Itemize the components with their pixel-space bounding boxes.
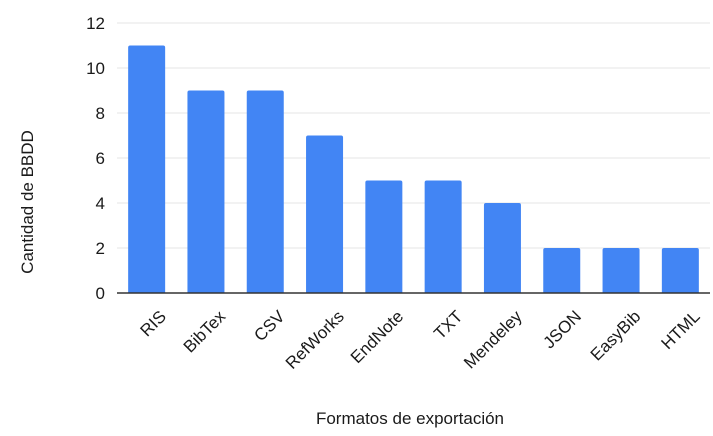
y-tick-label: 4 bbox=[96, 194, 105, 213]
bar-txt bbox=[424, 180, 462, 293]
y-tick-label: 2 bbox=[96, 239, 105, 258]
bar-json bbox=[543, 248, 581, 293]
bar-csv bbox=[246, 90, 284, 293]
x-tick-label: BibTex bbox=[180, 307, 230, 357]
x-tick-label: EasyBib bbox=[587, 307, 645, 365]
bar-endnote bbox=[365, 180, 403, 293]
y-tick-label: 8 bbox=[96, 104, 105, 123]
bar-bibtex bbox=[187, 90, 225, 293]
y-tick-labels: 0 2 4 6 8 10 12 bbox=[86, 14, 105, 303]
y-tick-label: 10 bbox=[86, 59, 105, 78]
x-tick-label: RefWorks bbox=[282, 307, 348, 373]
x-tick-label: EndNote bbox=[347, 307, 407, 367]
y-tick-label: 12 bbox=[86, 14, 105, 33]
y-tick-label: 6 bbox=[96, 149, 105, 168]
x-tick-label: JSON bbox=[540, 307, 585, 352]
bar-html bbox=[661, 248, 699, 293]
x-tick-label: CSV bbox=[250, 306, 289, 345]
bar-easybib bbox=[602, 248, 640, 293]
y-axis-title: Cantidad de BBDD bbox=[18, 130, 37, 274]
x-tick-label: RIS bbox=[136, 307, 169, 340]
bar-refworks bbox=[306, 135, 344, 293]
y-tick-label: 0 bbox=[96, 284, 105, 303]
bar-mendeley bbox=[483, 203, 521, 293]
x-tick-label: Mendeley bbox=[460, 307, 526, 373]
bar-ris bbox=[128, 45, 166, 293]
x-axis-title: Formatos de exportación bbox=[316, 409, 504, 428]
x-tick-label: HTML bbox=[658, 307, 704, 353]
x-tick-label: TXT bbox=[430, 307, 466, 343]
bars bbox=[128, 45, 699, 293]
